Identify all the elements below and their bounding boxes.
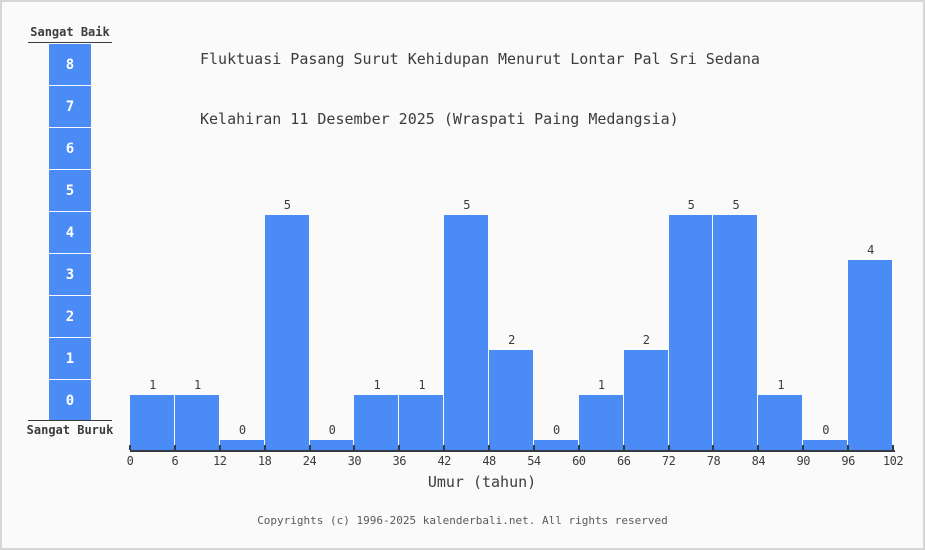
bar-value-label: 0 <box>822 423 830 437</box>
scale-bottom-label: Sangat Buruk <box>26 423 114 437</box>
x-tick-label: 0 <box>126 454 134 468</box>
x-tick-mark <box>488 445 491 450</box>
x-tick-mark <box>353 445 356 450</box>
x-tick-mark <box>398 445 401 450</box>
scale-box-2: 2 <box>49 296 91 337</box>
bar-value-label: 0 <box>328 423 336 437</box>
bar-value-label: 1 <box>193 378 201 392</box>
x-tick-mark <box>802 445 805 450</box>
x-tick-label: 6 <box>171 454 179 468</box>
x-tick-label: 60 <box>572 454 586 468</box>
bar-60-66 <box>578 395 623 450</box>
x-tick-label: 54 <box>527 454 541 468</box>
x-tick-label: 90 <box>796 454 811 468</box>
scale-box-8: 8 <box>49 44 91 85</box>
x-tick-mark <box>263 445 266 450</box>
x-tick-label: 12 <box>213 454 227 468</box>
bar-72-78 <box>668 215 713 450</box>
x-tick-mark <box>892 445 894 450</box>
bar-value-label: 2 <box>508 333 515 347</box>
bar-54-60 <box>533 440 578 450</box>
scale-box-7: 7 <box>49 86 91 127</box>
x-tick-mark <box>712 445 715 450</box>
bar-18-24 <box>264 215 309 450</box>
scale-box-1: 1 <box>49 338 91 379</box>
x-tick-mark <box>757 445 760 450</box>
copyright-text: Copyrights (c) 1996-2025 kalenderbali.ne… <box>257 514 668 527</box>
bar-0-6 <box>130 395 174 450</box>
bar-value-label: 4 <box>867 243 874 257</box>
x-tick-label: 102 <box>882 454 904 468</box>
bar-value-label: 5 <box>732 198 740 212</box>
chart-title: Fluktuasi Pasang Surut Kehidupan Menurut… <box>200 9 760 169</box>
scale-box-3: 3 <box>49 254 91 295</box>
x-tick-label: 48 <box>482 454 496 468</box>
bar-42-48 <box>444 215 489 450</box>
bar-36-42 <box>399 395 444 450</box>
scale-box-6: 6 <box>49 128 91 169</box>
scale-bottom-line <box>28 420 112 421</box>
x-tick-mark <box>218 445 221 450</box>
x-tick-label: 66 <box>616 454 631 468</box>
x-tick-label: 24 <box>302 454 317 468</box>
x-tick-mark <box>173 445 176 450</box>
x-axis-title: Umur (tahun) <box>427 473 537 491</box>
bar-78-84 <box>713 215 758 450</box>
x-axis-line <box>130 450 895 452</box>
x-tick-mark <box>532 445 535 450</box>
x-tick-mark <box>443 445 446 450</box>
x-tick-label: 96 <box>841 454 855 468</box>
bar-value-label: 5 <box>687 198 695 212</box>
x-tick-mark <box>847 445 850 450</box>
scale-box-4: 4 <box>49 212 91 253</box>
x-tick-mark <box>622 445 625 450</box>
bar-84-90 <box>758 395 803 450</box>
x-tick-mark <box>667 445 670 450</box>
bar-6-12 <box>174 395 219 450</box>
bar-48-54 <box>489 350 533 450</box>
bar-24-30 <box>309 440 354 450</box>
bar-30-36 <box>354 395 399 450</box>
x-tick-label: 72 <box>661 454 676 468</box>
scale-box-5: 5 <box>49 170 91 211</box>
x-tick-mark <box>577 445 580 450</box>
bar-value-label: 5 <box>463 198 470 212</box>
chart-title-line1: Fluktuasi Pasang Surut Kehidupan Menurut… <box>200 50 760 68</box>
bar-90-96 <box>803 440 848 450</box>
bar-value-label: 1 <box>149 378 156 392</box>
scale-top-line <box>28 42 112 43</box>
x-tick-label: 36 <box>392 454 407 468</box>
bar-value-label: 1 <box>777 378 785 392</box>
bar-value-label: 1 <box>597 378 605 392</box>
x-tick-label: 42 <box>437 454 451 468</box>
bar-96-102 <box>848 260 892 450</box>
x-tick-label: 78 <box>706 454 721 468</box>
x-tick-label: 30 <box>347 454 362 468</box>
bar-value-label: 0 <box>238 423 246 437</box>
x-tick-mark <box>129 445 131 450</box>
bar-12-18 <box>219 440 264 450</box>
chart-title-line2: Kelahiran 11 Desember 2025 (Wraspati Pai… <box>200 110 679 128</box>
x-tick-label: 84 <box>751 454 766 468</box>
bar-value-label: 0 <box>553 423 560 437</box>
bar-value-label: 5 <box>283 198 291 212</box>
bar-66-72 <box>623 350 668 450</box>
scale-box-0: 0 <box>49 380 91 421</box>
scale-top-label: Sangat Baik <box>30 25 110 39</box>
x-tick-label: 18 <box>257 454 272 468</box>
bar-value-label: 2 <box>642 333 650 347</box>
bar-value-label: 1 <box>373 378 381 392</box>
x-tick-mark <box>308 445 311 450</box>
bar-value-label: 1 <box>418 378 426 392</box>
